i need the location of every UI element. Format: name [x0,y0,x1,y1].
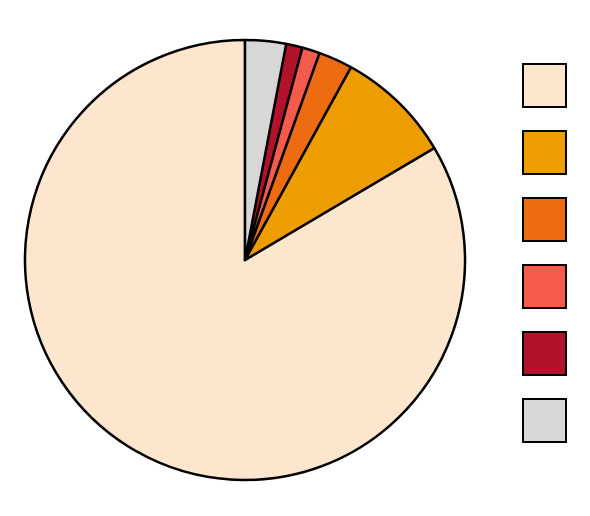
legend-swatch [522,63,567,108]
legend-swatch [522,331,567,376]
pie-chart [0,0,590,516]
legend-swatch [522,130,567,175]
legend-swatch [522,264,567,309]
legend-swatch [522,398,567,443]
pie-chart-container [0,0,590,516]
legend-swatch [522,197,567,242]
